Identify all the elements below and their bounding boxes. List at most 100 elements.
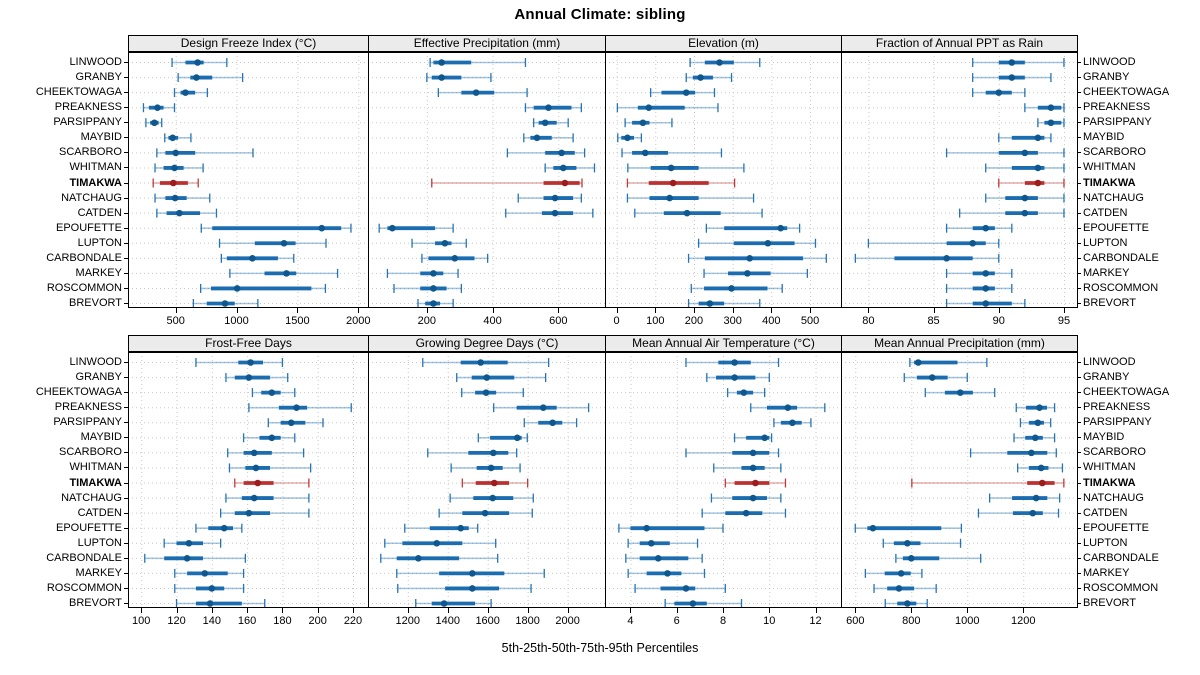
series-cheektowaga [173,88,209,98]
x-tick-mark [630,608,632,613]
x-tick-label: 6 [673,615,680,627]
gridlines [841,52,1077,308]
series-scarboro [685,448,780,458]
median-dot [151,119,158,127]
median-dot [746,255,753,262]
series-maybid [477,433,528,443]
series-maybid [164,133,192,143]
x-tick-mark [175,308,177,313]
median-dot [969,239,976,247]
site-label-left: LUPTON [77,536,122,549]
median-dot [643,524,650,532]
series-roscommon [397,583,532,593]
y-tick-mark [1077,62,1081,63]
series-markey [627,568,706,578]
site-label-right: EPOUFETTE [1083,221,1150,234]
panel-plot [605,52,842,308]
x-tick-label: 10 [763,615,776,627]
x-tick-label: 500 [800,315,820,327]
median-dot [233,285,241,292]
median-dot [283,270,290,277]
median-dot [744,270,751,277]
x-tick-mark [810,308,812,313]
median-dot [752,479,759,487]
series-maybid [1013,433,1056,443]
median-dot [749,494,757,502]
series-scarboro [506,148,586,158]
series-maybid [617,133,643,143]
median-dot [469,585,476,592]
median-dot [669,179,677,187]
site-label-left: NATCHAUG [61,191,122,204]
x-tick-mark [1023,608,1025,613]
site-label-left: ROSCOMMON [46,581,122,594]
median-dot [561,179,569,187]
site-label-right: PREAKNESS [1083,101,1151,114]
median-dot [252,464,260,472]
series-scarboro [156,148,254,158]
median-dot [982,300,990,307]
median-dot [641,149,649,157]
series-epoufette [378,223,454,233]
site-label-left: MARKEY [75,266,122,279]
series-preakness [142,103,176,113]
median-dot [731,359,738,366]
x-tick-mark [176,608,178,613]
series-preakness [524,103,582,113]
chart-title: Annual Climate: sibling [514,6,686,23]
series-maybid [523,133,574,143]
median-dot [1029,509,1037,517]
series-roscommon [174,583,245,593]
series-natchaug [710,493,782,503]
site-label-right: MAYBID [1083,431,1125,444]
panel-plot [128,352,369,608]
site-label-right: GRANBY [1083,71,1130,84]
site-label-right: LINWOOD [1083,56,1136,68]
site-label-right: PARSIPPANY [1083,416,1152,429]
median-dot [451,255,459,262]
series-markey [703,268,808,278]
y-tick-mark [124,497,128,499]
y-tick-mark [124,197,128,199]
series-whitman [450,463,521,473]
median-dot [176,209,183,217]
series-roscommon [200,283,327,293]
median-dot [433,539,441,547]
panel-strip-title: Design Freeze Index (°C) [128,35,369,52]
median-dot [490,479,498,487]
x-tick-label: 2000 [346,315,371,327]
median-dot [956,389,964,396]
median-dot [943,255,950,262]
median-dot [245,374,253,381]
series-whitman [985,163,1065,173]
series-cheektowaga [461,388,524,398]
y-tick-mark [124,557,128,559]
site-label-left: EPOUFETTE [55,221,122,234]
median-dot [489,494,496,502]
series-timakwa [998,178,1065,188]
series-preakness [1015,403,1056,413]
y-tick-mark [1077,182,1081,184]
y-tick-mark [124,392,128,394]
y-tick-mark [1077,572,1081,574]
x-tick-label: 1200 [395,615,420,627]
x-tick-mark [616,308,618,313]
series-cheektowaga [924,388,996,398]
series-whitman [713,463,782,473]
x-tick-label: 90 [992,315,1005,327]
y-tick-mark [124,137,128,139]
median-dot [982,270,990,277]
panel-plot [128,52,369,308]
median-dot [1008,74,1016,81]
x-tick-mark [655,308,657,313]
y-tick-mark [1077,467,1081,469]
x-tick-mark [855,608,857,613]
series-maybid [998,133,1052,143]
median-dot [559,164,567,172]
x-tick-label: 500 [166,315,185,327]
median-dot [430,285,437,292]
site-label-right: WHITMAN [1083,161,1136,174]
y-tick-mark [1077,227,1081,229]
y-tick-mark [1077,77,1081,79]
median-dot [201,570,209,577]
